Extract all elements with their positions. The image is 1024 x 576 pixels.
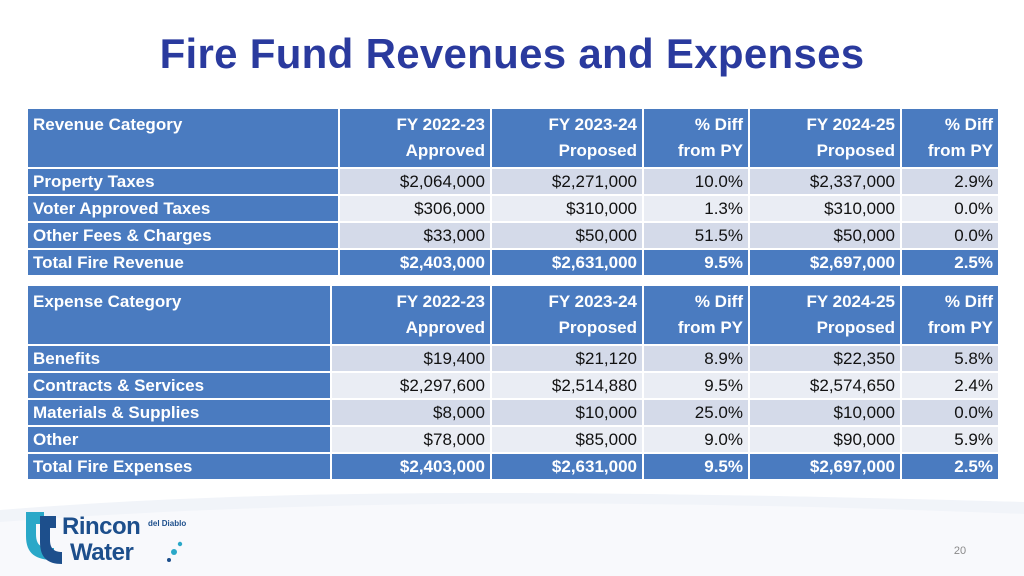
value-cell: 0.0% (902, 196, 998, 221)
logo-rincon-text: Rincon (62, 513, 141, 540)
pct-diff-header: % Diff from PY (902, 286, 998, 344)
value-cell: 8.9% (644, 346, 748, 371)
value-cell: $21,120 (492, 346, 642, 371)
pct-diff-header: % Diff from PY (902, 109, 998, 167)
value-cell: $19,400 (332, 346, 490, 371)
value-cell: 5.8% (902, 346, 998, 371)
logo-water-text: Water (70, 539, 134, 566)
fy2022-23-header: FY 2022-23 Approved (332, 286, 490, 344)
pct-diff-header: % Diff from PY (644, 286, 748, 344)
table-row: Other Fees & Charges $33,000 $50,000 51.… (28, 223, 998, 248)
table-row: Other $78,000 $85,000 9.0% $90,000 5.9% (28, 427, 998, 452)
value-cell: $2,514,880 (492, 373, 642, 398)
value-cell: $8,000 (332, 400, 490, 425)
footer-wave-decoration (0, 492, 1024, 576)
pct-diff-header: % Diff from PY (644, 109, 748, 167)
table-row: Benefits $19,400 $21,120 8.9% $22,350 5.… (28, 346, 998, 371)
fy2023-24-header: FY 2023-24 Proposed (492, 109, 642, 167)
page-title: Fire Fund Revenues and Expenses (159, 30, 865, 77)
value-cell: $50,000 (750, 223, 900, 248)
value-cell: $22,350 (750, 346, 900, 371)
total-value-cell: 2.5% (902, 250, 998, 275)
value-cell: 2.4% (902, 373, 998, 398)
total-value-cell: $2,403,000 (340, 250, 490, 275)
value-cell: 1.3% (644, 196, 748, 221)
total-row: Total Fire Revenue $2,403,000 $2,631,000… (28, 250, 998, 275)
value-cell: 51.5% (644, 223, 748, 248)
value-cell: 0.0% (902, 223, 998, 248)
category-cell: Contracts & Services (28, 373, 330, 398)
total-value-cell: $2,697,000 (750, 454, 900, 479)
category-cell: Benefits (28, 346, 330, 371)
value-cell: 10.0% (644, 169, 748, 194)
value-cell: 25.0% (644, 400, 748, 425)
revenue-header-row: Revenue Category FY 2022-23 Approved FY … (28, 109, 998, 167)
category-cell: Other (28, 427, 330, 452)
value-cell: $90,000 (750, 427, 900, 452)
total-row: Total Fire Expenses $2,403,000 $2,631,00… (28, 454, 998, 479)
expense-header-row: Expense Category FY 2022-23 Approved FY … (28, 286, 998, 344)
value-cell: 9.0% (644, 427, 748, 452)
total-value-cell: $2,403,000 (332, 454, 490, 479)
fy2024-25-header: FY 2024-25 Proposed (750, 286, 900, 344)
value-cell: $2,064,000 (340, 169, 490, 194)
category-cell: Other Fees & Charges (28, 223, 338, 248)
value-cell: $10,000 (750, 400, 900, 425)
category-cell: Voter Approved Taxes (28, 196, 338, 221)
value-cell: $2,271,000 (492, 169, 642, 194)
value-cell: $85,000 (492, 427, 642, 452)
logo-del-diablo-text: del Diablo (148, 519, 187, 528)
value-cell: 9.5% (644, 373, 748, 398)
total-label-cell: Total Fire Revenue (28, 250, 338, 275)
value-cell: $50,000 (492, 223, 642, 248)
value-cell: $10,000 (492, 400, 642, 425)
category-cell: Materials & Supplies (28, 400, 330, 425)
expense-category-header: Expense Category (28, 286, 330, 344)
total-value-cell: 9.5% (644, 250, 748, 275)
value-cell: 2.9% (902, 169, 998, 194)
total-value-cell: $2,697,000 (750, 250, 900, 275)
rincon-water-logo-icon (26, 512, 183, 564)
page-number: 20 (953, 545, 967, 557)
fy2022-23-header: FY 2022-23 Approved (340, 109, 490, 167)
fy2023-24-header: FY 2023-24 Proposed (492, 286, 642, 344)
total-value-cell: $2,631,000 (492, 250, 642, 275)
table-row: Property Taxes $2,064,000 $2,271,000 10.… (28, 169, 998, 194)
table-row: Voter Approved Taxes $306,000 $310,000 1… (28, 196, 998, 221)
category-cell: Property Taxes (28, 169, 338, 194)
table-row: Contracts & Services $2,297,600 $2,514,8… (28, 373, 998, 398)
value-cell: $306,000 (340, 196, 490, 221)
total-value-cell: $2,631,000 (492, 454, 642, 479)
fy2024-25-header: FY 2024-25 Proposed (750, 109, 900, 167)
total-value-cell: 2.5% (902, 454, 998, 479)
expense-table: Expense Category FY 2022-23 Approved FY … (26, 284, 1000, 481)
value-cell: $2,297,600 (332, 373, 490, 398)
value-cell: $310,000 (492, 196, 642, 221)
revenue-category-header: Revenue Category (28, 109, 338, 167)
table-row: Materials & Supplies $8,000 $10,000 25.0… (28, 400, 998, 425)
total-value-cell: 9.5% (644, 454, 748, 479)
value-cell: $2,337,000 (750, 169, 900, 194)
value-cell: 5.9% (902, 427, 998, 452)
value-cell: $78,000 (332, 427, 490, 452)
total-label-cell: Total Fire Expenses (28, 454, 330, 479)
value-cell: $310,000 (750, 196, 900, 221)
revenue-table: Revenue Category FY 2022-23 Approved FY … (26, 107, 1000, 277)
value-cell: $33,000 (340, 223, 490, 248)
value-cell: 0.0% (902, 400, 998, 425)
value-cell: $2,574,650 (750, 373, 900, 398)
